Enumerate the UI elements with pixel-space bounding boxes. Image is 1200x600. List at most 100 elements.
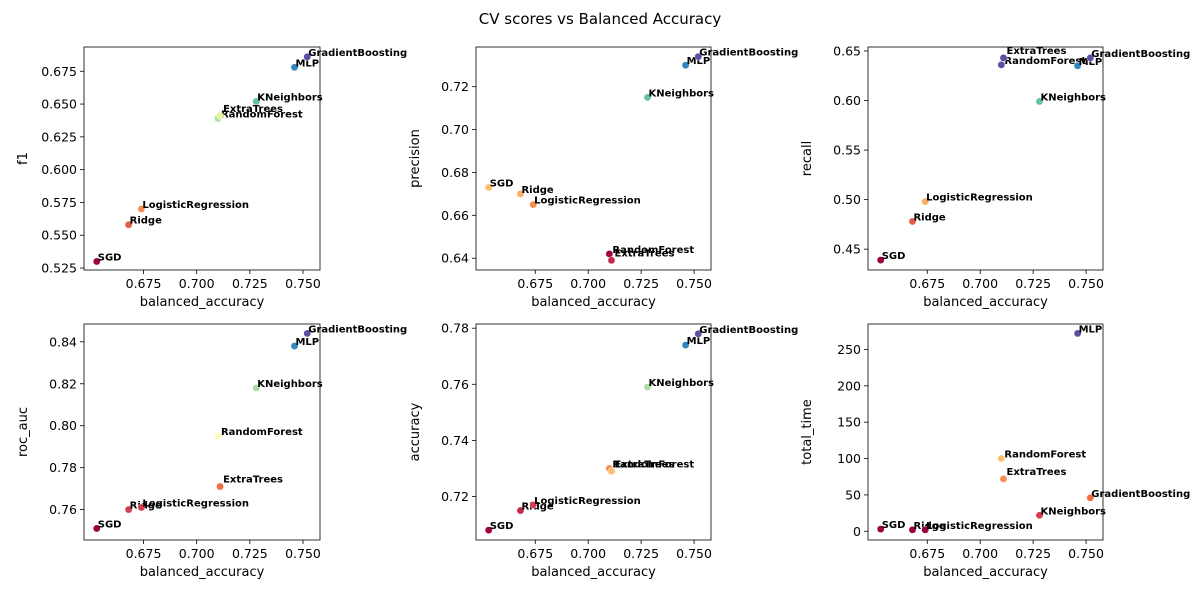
x-tick-label: 0.675 — [909, 546, 945, 561]
x-axis-label: balanced_accuracy — [923, 295, 1048, 310]
data-point-mlp — [1073, 329, 1082, 338]
point-label-mlp: MLP — [295, 58, 319, 69]
data-point-kneighbors — [252, 97, 261, 106]
data-point-randomforest — [997, 61, 1006, 69]
x-tick-label: 0.725 — [232, 276, 268, 291]
axes-frame — [475, 46, 712, 271]
x-tick-label: 0.675 — [517, 546, 553, 561]
data-point-mlp — [681, 61, 690, 70]
point-label-randomforest: RandomForest — [1004, 56, 1086, 67]
point-label-logisticregression: LogisticRegression — [534, 196, 641, 207]
data-point-mlp — [290, 63, 299, 72]
point-label-randomforest: RandomForest — [612, 459, 694, 470]
x-axis-label: balanced_accuracy — [531, 295, 656, 310]
y-tick-label: 0.70 — [441, 122, 469, 137]
subplot-precision: 0.675 0.700 0.725 0.750 0.64 0.66 0.68 0.70 0.72… — [408, 46, 798, 310]
x-tick-label: 0.725 — [232, 546, 268, 561]
data-point-extratrees — [999, 54, 1008, 62]
y-tick-label: 0.60 — [833, 93, 861, 108]
data-point-logisticregression — [529, 200, 537, 209]
data-point-gradientboosting — [1086, 54, 1095, 62]
x-axis-label: balanced_accuracy — [923, 565, 1048, 580]
y-tick-label: 0.525 — [41, 261, 77, 276]
point-label-extratrees: ExtraTrees — [223, 475, 283, 486]
y-tick-label: 0.80 — [49, 418, 77, 433]
data-point-extratrees — [216, 112, 224, 120]
data-point-ridge — [124, 220, 133, 229]
y-tick-label: 0.78 — [441, 321, 469, 336]
y-tick-label: 250 — [837, 342, 861, 357]
x-axis-label: balanced_accuracy — [531, 565, 656, 580]
x-tick-label: 0.675 — [517, 276, 553, 291]
point-label-extratrees: ExtraTrees — [614, 459, 674, 470]
point-label-randomforest: RandomForest — [221, 109, 303, 120]
y-axis-label: f1 — [16, 152, 31, 165]
point-label-extratrees: ExtraTrees — [223, 104, 283, 115]
y-tick-label: 0 — [853, 524, 861, 539]
x-tick-label: 0.700 — [570, 276, 606, 291]
figure-title: CV scores vs Balanced Accuracy — [479, 10, 722, 28]
x-tick-label: 0.750 — [1068, 276, 1104, 291]
point-label-logisticregression: LogisticRegression — [534, 496, 641, 507]
y-axis-label: accuracy — [408, 402, 423, 461]
point-label-gradientboosting: GradientBoosting — [308, 48, 407, 59]
y-tick-label: 0.82 — [49, 376, 77, 391]
data-point-kneighbors — [1035, 511, 1044, 520]
y-tick-label: 50 — [845, 487, 861, 502]
point-label-extratrees: ExtraTrees — [614, 248, 674, 259]
point-label-ridge: Ridge — [913, 212, 945, 223]
point-label-kneighbors: KNeighbors — [648, 378, 714, 389]
y-tick-label: 0.55 — [833, 143, 861, 158]
point-label-sgd: SGD — [98, 519, 122, 530]
point-label-kneighbors: KNeighbors — [1040, 506, 1106, 517]
data-point-extratrees — [216, 482, 224, 491]
point-label-ridge: Ridge — [913, 521, 945, 532]
data-point-logisticregression — [137, 503, 146, 512]
y-tick-label: 0.650 — [41, 97, 77, 112]
data-point-gradientboosting — [694, 330, 703, 338]
x-axis-label: balanced_accuracy — [140, 295, 265, 310]
y-tick-label: 0.72 — [441, 489, 469, 504]
data-point-ridge — [516, 190, 525, 198]
y-tick-label: 0.600 — [41, 162, 77, 177]
data-point-gradientboosting — [694, 52, 703, 61]
data-point-kneighbors — [643, 93, 652, 102]
y-axis-label: total_time — [800, 399, 815, 465]
data-point-sgd — [484, 183, 493, 192]
axes-frame — [83, 323, 321, 541]
y-tick-label: 0.78 — [49, 460, 77, 475]
point-label-logisticregression: LogisticRegression — [142, 498, 249, 509]
point-label-sgd: SGD — [98, 252, 122, 263]
x-tick-label: 0.750 — [676, 546, 712, 561]
x-tick-label: 0.700 — [570, 546, 606, 561]
axes-frame — [867, 46, 1104, 271]
point-label-logisticregression: LogisticRegression — [926, 521, 1033, 532]
point-label-mlp: MLP — [1079, 324, 1103, 335]
x-tick-label: 0.725 — [623, 546, 659, 561]
data-point-logisticregression — [137, 205, 146, 213]
x-tick-label: 0.675 — [909, 276, 945, 291]
point-label-sgd: SGD — [490, 178, 514, 189]
y-tick-label: 0.45 — [833, 242, 861, 257]
data-point-ridge — [124, 505, 133, 514]
data-point-gradientboosting — [303, 329, 312, 338]
y-tick-label: 100 — [837, 451, 861, 466]
point-label-ridge: Ridge — [521, 502, 553, 513]
axes-frame — [867, 323, 1104, 541]
point-label-gradientboosting: GradientBoosting — [1091, 49, 1190, 60]
y-tick-label: 0.76 — [441, 377, 469, 392]
point-label-randomforest: RandomForest — [1004, 450, 1086, 461]
y-tick-label: 0.50 — [833, 192, 861, 207]
data-point-sgd — [92, 257, 101, 266]
data-point-kneighbors — [643, 383, 652, 391]
point-label-kneighbors: KNeighbors — [257, 379, 323, 390]
x-tick-label: 0.675 — [126, 276, 162, 291]
data-point-logisticregression — [529, 501, 537, 509]
data-point-sgd — [484, 526, 493, 534]
x-tick-label: 0.725 — [1015, 276, 1051, 291]
y-tick-label: 0.675 — [41, 64, 77, 79]
x-tick-label: 0.750 — [676, 276, 712, 291]
point-label-logisticregression: LogisticRegression — [142, 200, 249, 211]
subplot-f1: 0.675 0.700 0.725 0.750 0.525 0.550 0.575 0.600… — [16, 46, 407, 310]
point-label-ridge: Ridge — [521, 185, 553, 196]
